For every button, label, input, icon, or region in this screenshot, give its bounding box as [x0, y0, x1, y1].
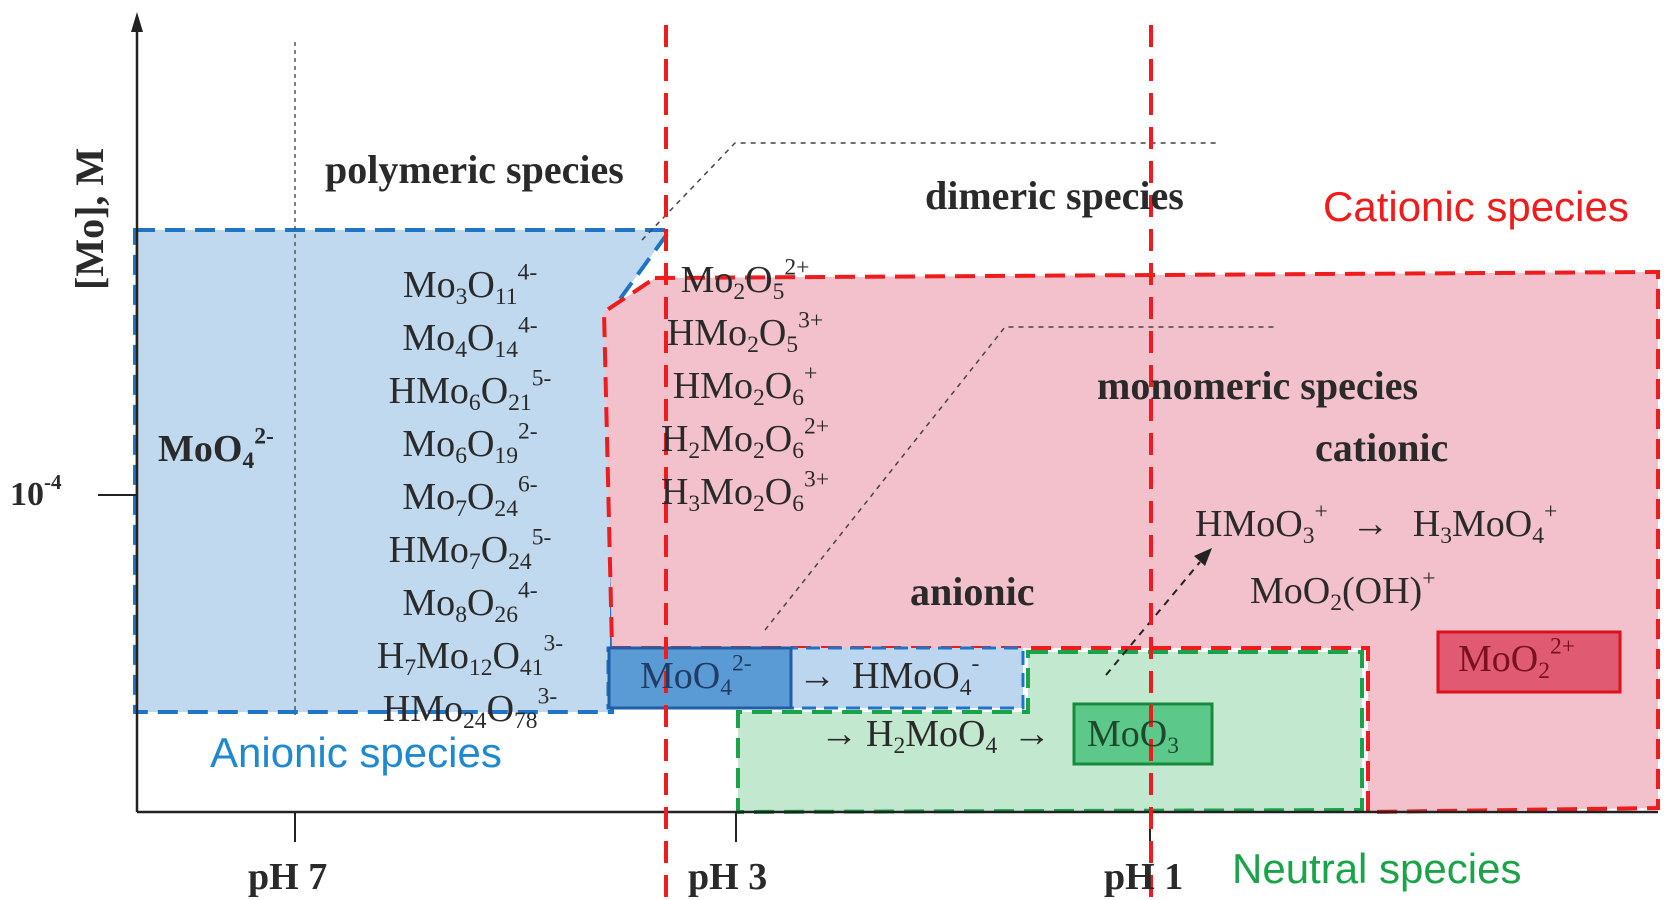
polymeric-species-item: Mo8O264- [402, 577, 538, 629]
moo3-species: MoO3 [1087, 713, 1180, 760]
polymeric-species-item: Mo6O192- [402, 418, 538, 470]
moo2-highlight-box [1436, 630, 1622, 694]
moo4-highlight-box [607, 646, 793, 710]
polymeric-species-item: Mo7O246- [402, 471, 538, 523]
x-tick-label-ph1: pH 1 [1104, 856, 1184, 898]
polymeric-species-item: Mo3O114- [402, 259, 538, 311]
dimeric-species-item: H2Mo2O62+ [660, 413, 830, 465]
moo2-2plus-species: MoO22+ [1458, 633, 1576, 685]
cationic-species-label: Cationic species [1323, 183, 1629, 230]
arrow-icon: → [1351, 503, 1390, 545]
cationic-heading: cationic [1315, 425, 1449, 470]
neutral-species-label: Neutral species [1232, 845, 1522, 892]
dimeric-species-item: HMo2O53+ [666, 307, 824, 359]
dimeric-species-item: HMo2O6+ [672, 360, 818, 412]
dimeric-species-list: Mo2O52+ HMo2O53+ HMo2O6+ H2Mo2O62+ H3Mo2… [620, 254, 870, 523]
arrow-icon: → [1012, 713, 1051, 755]
polymeric-species-item: HMo24O783- [382, 683, 558, 735]
y-axis-label: [Mo], M [67, 147, 112, 290]
to-cationic-arrow-line [1105, 561, 1201, 676]
polymeric-species-item: Mo4O144- [402, 312, 538, 364]
polymeric-species-item: HMo7O245- [388, 524, 552, 576]
moo3-highlight-box [1072, 702, 1214, 766]
hmoo4-conversion: → HMoO4- [798, 650, 980, 702]
monomeric-species-heading: monomeric species [1097, 363, 1419, 408]
moo4-monomer-left: MoO42- [158, 423, 274, 475]
neutral-conversion: → H2MoO4 → [820, 713, 1051, 760]
x-tick-label-ph3: pH 3 [688, 856, 768, 898]
dimeric-species-item: H3Mo2O63+ [660, 466, 830, 518]
anionic-region [133, 228, 674, 714]
x-tick-label-ph7: pH 7 [248, 856, 328, 898]
dimeric-species-heading: dimeric species [925, 173, 1184, 218]
anionic-heading: anionic [910, 569, 1035, 614]
y-tick-label: 10-4 [10, 470, 62, 513]
arrow-icon: → [798, 655, 836, 697]
polymeric-dimeric-boundary [641, 142, 1218, 241]
y-axis-arrow [131, 12, 143, 32]
moo4-anionic-species: MoO42- [640, 650, 752, 702]
polymeric-species-list: Mo3O114- Mo4O144- HMo6O215- Mo6O192- Mo7… [345, 259, 595, 740]
anionic-species-label: Anionic species [210, 729, 502, 776]
polymeric-species-heading: polymeric species [325, 147, 624, 192]
polymeric-species-item: HMo6O215- [388, 365, 552, 417]
moo2oh-species: MoO2(OH)+ [1250, 565, 1436, 617]
cationic-region [601, 269, 1660, 815]
dimeric-species-item: Mo2O52+ [680, 254, 810, 306]
arrow-icon: → [820, 713, 858, 755]
polymeric-species-item: H7Mo12O413- [376, 630, 564, 682]
cationic-conversion: HMoO3+ → H3MoO4+ [1195, 498, 1558, 550]
to-cationic-arrowhead [1194, 548, 1212, 566]
